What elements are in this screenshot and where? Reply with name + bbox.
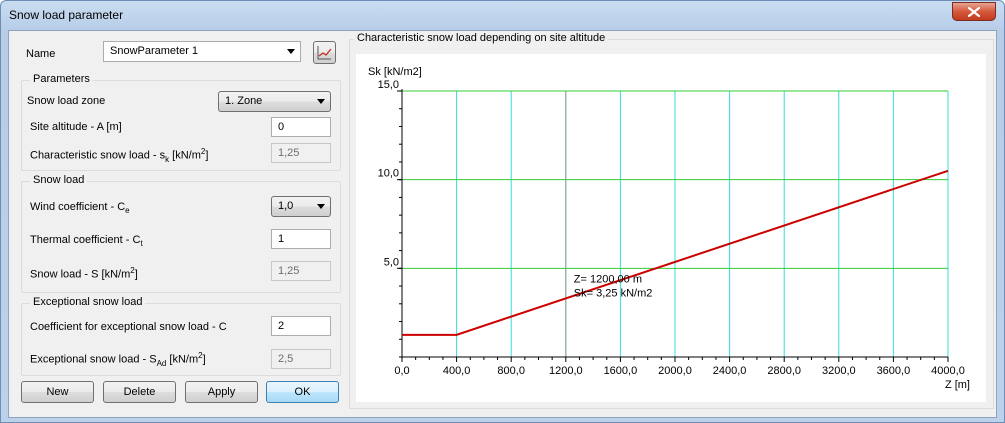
x-axis-title: Z [m]	[945, 379, 970, 391]
x-tick-label: 2400,0	[713, 365, 747, 377]
snow-load-zone-value: 1. Zone	[225, 95, 263, 107]
characteristic-snow-load-field	[271, 143, 331, 163]
annotation-sk-label: Sk= 3,25 kN/m2	[574, 287, 653, 299]
parameters-group-title: Parameters	[30, 73, 93, 85]
snow-load-zone-select[interactable]: 1. Zone	[218, 91, 331, 112]
snow-load-series-line	[402, 169, 949, 336]
y-tick-label: 5,0	[384, 256, 399, 268]
exceptional-coefficient-label: Coefficient for exceptional snow load - …	[30, 321, 227, 333]
snow-load-group-title: Snow load	[30, 174, 88, 186]
exceptional-coefficient-input[interactable]	[271, 316, 331, 336]
x-tick-label: 0,0	[394, 365, 409, 377]
chart-settings-button[interactable]	[313, 41, 336, 64]
site-altitude-label: Site altitude - A [m]	[30, 121, 122, 133]
thermal-coefficient-label: Thermal coefficient - Ct	[30, 234, 143, 249]
line-chart-icon	[317, 46, 332, 60]
x-tick-label: 3200,0	[822, 365, 856, 377]
name-select-value: SnowParameter 1	[110, 45, 199, 57]
chart-panel: Characteristic snow load depending on si…	[349, 32, 994, 409]
title-bar[interactable]: Snow load parameter	[1, 1, 1004, 31]
name-label: Name	[26, 48, 56, 60]
wind-coefficient-value: 1,0	[278, 200, 294, 212]
close-button[interactable]	[952, 2, 996, 21]
snow-load-s-field	[271, 261, 331, 281]
snow-load-chart: 0,0 400,0 800,0 1200,0 1600,0 2000,0 2400,0 280…	[356, 54, 986, 402]
close-icon	[968, 6, 980, 17]
x-tick-label: 2800,0	[767, 365, 801, 377]
chevron-down-icon	[317, 204, 325, 209]
x-tick-label: 2000,0	[658, 365, 692, 377]
name-select[interactable]: SnowParameter 1	[103, 41, 301, 62]
wind-coefficient-label: Wind coefficient - Ce	[30, 201, 130, 216]
snow-load-s-label: Snow load - S [kN/m2]	[30, 266, 138, 281]
delete-button[interactable]: Delete	[103, 381, 176, 403]
chart-panel-title: Characteristic snow load depending on si…	[354, 32, 609, 44]
exceptional-snow-load-group-title: Exceptional snow load	[30, 296, 146, 308]
ok-button[interactable]: OK	[266, 381, 339, 403]
dialog-client: Name SnowParameter 1 Parameters Snow loa…	[8, 30, 997, 418]
x-tick-label: 1600,0	[604, 365, 638, 377]
chart-background	[356, 54, 986, 402]
snow-load-zone-label: Snow load zone	[27, 95, 106, 107]
parameters-group: Parameters	[21, 73, 341, 171]
x-tick-label: 4000,0	[931, 365, 965, 377]
x-tick-label: 3600,0	[877, 365, 911, 377]
characteristic-snow-load-label: Characteristic snow load - sk [kN/m2]	[30, 147, 209, 164]
exceptional-snow-load-label: Exceptional snow load - SAd [kN/m2]	[30, 351, 206, 368]
chevron-down-icon	[287, 49, 295, 54]
new-button[interactable]: New	[21, 381, 94, 403]
y-tick-label: 15,0	[378, 79, 399, 91]
y-axis-title: Sk [kN/m2]	[368, 66, 422, 78]
x-tick-label: 800,0	[497, 365, 525, 377]
apply-button[interactable]: Apply	[185, 381, 258, 403]
snow-load-group: Snow load	[21, 174, 341, 293]
y-tick-label: 10,0	[378, 168, 399, 180]
site-altitude-input[interactable]	[271, 117, 331, 137]
thermal-coefficient-input[interactable]	[271, 229, 331, 249]
x-tick-label: 400,0	[443, 365, 471, 377]
chevron-down-icon	[317, 99, 325, 104]
wind-coefficient-select[interactable]: 1,0	[271, 196, 331, 217]
x-tick-label: 1200,0	[549, 365, 583, 377]
window-title: Snow load parameter	[9, 8, 124, 22]
annotation-z-label: Z= 1200,00 m	[574, 273, 642, 285]
exceptional-snow-load-group: Exceptional snow load	[21, 296, 341, 376]
exceptional-snow-load-field	[271, 349, 331, 369]
